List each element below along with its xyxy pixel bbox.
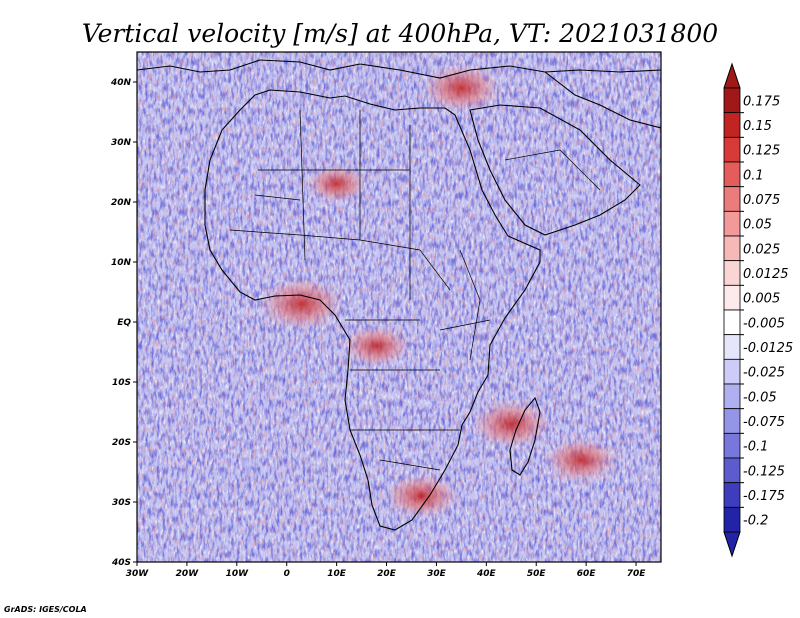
x-tick-label: 20W xyxy=(176,569,200,579)
colorbar-label: -0.125 xyxy=(743,464,785,479)
colorbar-swatch xyxy=(723,358,741,385)
colorbar-label: -0.005 xyxy=(743,316,785,331)
x-tick-label: 10E xyxy=(327,569,347,579)
colorbar-swatch xyxy=(723,136,741,163)
rising-motion-regions xyxy=(258,63,619,519)
x-tick-label: 20E xyxy=(377,569,397,579)
y-tick-label: EQ xyxy=(117,318,131,328)
colorbar-label: 0.15 xyxy=(743,119,772,134)
y-tick-label: 40S xyxy=(111,558,131,568)
colorbar-swatch xyxy=(723,309,741,336)
y-tick-label: 40N xyxy=(110,78,132,88)
colorbar-swatch xyxy=(723,334,741,360)
colorbar-bottom-triangle xyxy=(723,531,741,558)
colorbar-label: 0.025 xyxy=(743,242,780,257)
colorbar-swatch xyxy=(723,161,741,188)
colorbar: 0.175 0.15 0.125 0.1 0.075 0.05 0.025 0.0125 0.0… xyxy=(723,62,793,558)
latitude-axis: 40N 30N 20N 10N EQ 10S 20S 30S 40S xyxy=(110,78,137,568)
colorbar-label: 0.125 xyxy=(743,144,780,159)
y-tick-label: 20S xyxy=(112,438,131,448)
colorbar-swatch xyxy=(723,383,741,410)
africa-coastline xyxy=(204,89,541,531)
coastlines xyxy=(137,59,661,531)
colorbar-label: -0.05 xyxy=(743,390,777,405)
colorbar-label: 0.075 xyxy=(743,193,780,208)
europe-coastline xyxy=(137,59,661,79)
rising-region-gulf-of-guinea xyxy=(258,277,345,331)
colorbar-swatch xyxy=(723,186,741,212)
rising-region-sahara-central xyxy=(305,165,368,203)
colorbar-label: 0.1 xyxy=(743,168,764,183)
x-tick-label: 30W xyxy=(126,569,150,579)
colorbar-label: 0.175 xyxy=(743,94,780,109)
madagascar-coastline xyxy=(509,396,541,476)
asia-coastline xyxy=(544,71,661,129)
colorbar-label: 0.0125 xyxy=(743,267,789,282)
colorbar-swatch xyxy=(723,284,741,311)
colorbar-label: -0.025 xyxy=(743,366,785,381)
y-tick-label: 10N xyxy=(111,258,132,268)
colorbar-swatch xyxy=(723,482,741,508)
rising-region-south-africa xyxy=(384,473,459,519)
colorbar-top-triangle xyxy=(723,62,741,89)
map-title: Vertical velocity [m/s] at 400hPa, VT: 2… xyxy=(82,19,718,48)
rising-region-mozambique-channel xyxy=(471,399,552,449)
x-tick-label: 30E xyxy=(427,569,447,579)
colorbar-label: -0.075 xyxy=(743,415,785,430)
x-tick-label: 0 xyxy=(284,569,290,579)
x-tick-label: 40E xyxy=(476,569,497,579)
colorbar-swatch xyxy=(723,457,741,484)
x-tick-label: 70E xyxy=(627,569,647,579)
colorbar-label: -0.0125 xyxy=(743,341,793,356)
country-borders xyxy=(229,109,601,471)
y-tick-label: 30N xyxy=(111,138,132,148)
rising-region-indian-ocean-se xyxy=(544,437,619,483)
colorbar-label: 0.005 xyxy=(743,292,780,307)
x-tick-label: 60E xyxy=(577,569,597,579)
y-tick-label: 20N xyxy=(111,198,132,208)
y-tick-label: 10S xyxy=(112,378,131,388)
colorbar-swatch xyxy=(723,260,741,286)
rising-region-congo-east xyxy=(342,325,411,367)
colorbar-label: 0.05 xyxy=(743,218,772,233)
y-tick-label: 30S xyxy=(112,498,131,508)
arabia-coastline xyxy=(469,104,641,236)
x-tick-label: 10W xyxy=(226,569,250,579)
longitude-axis: 30W 20W 10W 0 10E 20E 30E 40E 50E 60E 70E xyxy=(126,562,646,579)
colorbar-label: -0.1 xyxy=(743,440,768,455)
map-frame xyxy=(136,51,662,563)
colorbar-swatch xyxy=(723,112,741,138)
colorbar-swatch xyxy=(723,210,741,237)
colorbar-swatch xyxy=(723,87,741,114)
x-tick-label: 50E xyxy=(527,569,547,579)
map-panel: 30W 20W 10W 0 10E 20E 30E 40E 50E 60E 70E 40N 30N 20… xyxy=(110,51,662,579)
colorbar-swatch xyxy=(723,235,741,262)
grads-credit: GrADS: IGES/COLA xyxy=(4,605,87,614)
colorbar-swatch xyxy=(723,408,741,434)
colorbar-label: -0.175 xyxy=(743,489,785,504)
colorbar-swatch xyxy=(723,506,741,533)
colorbar-label: -0.2 xyxy=(743,514,768,529)
colorbar-swatch xyxy=(723,432,741,459)
rising-region-turkey xyxy=(421,63,502,113)
